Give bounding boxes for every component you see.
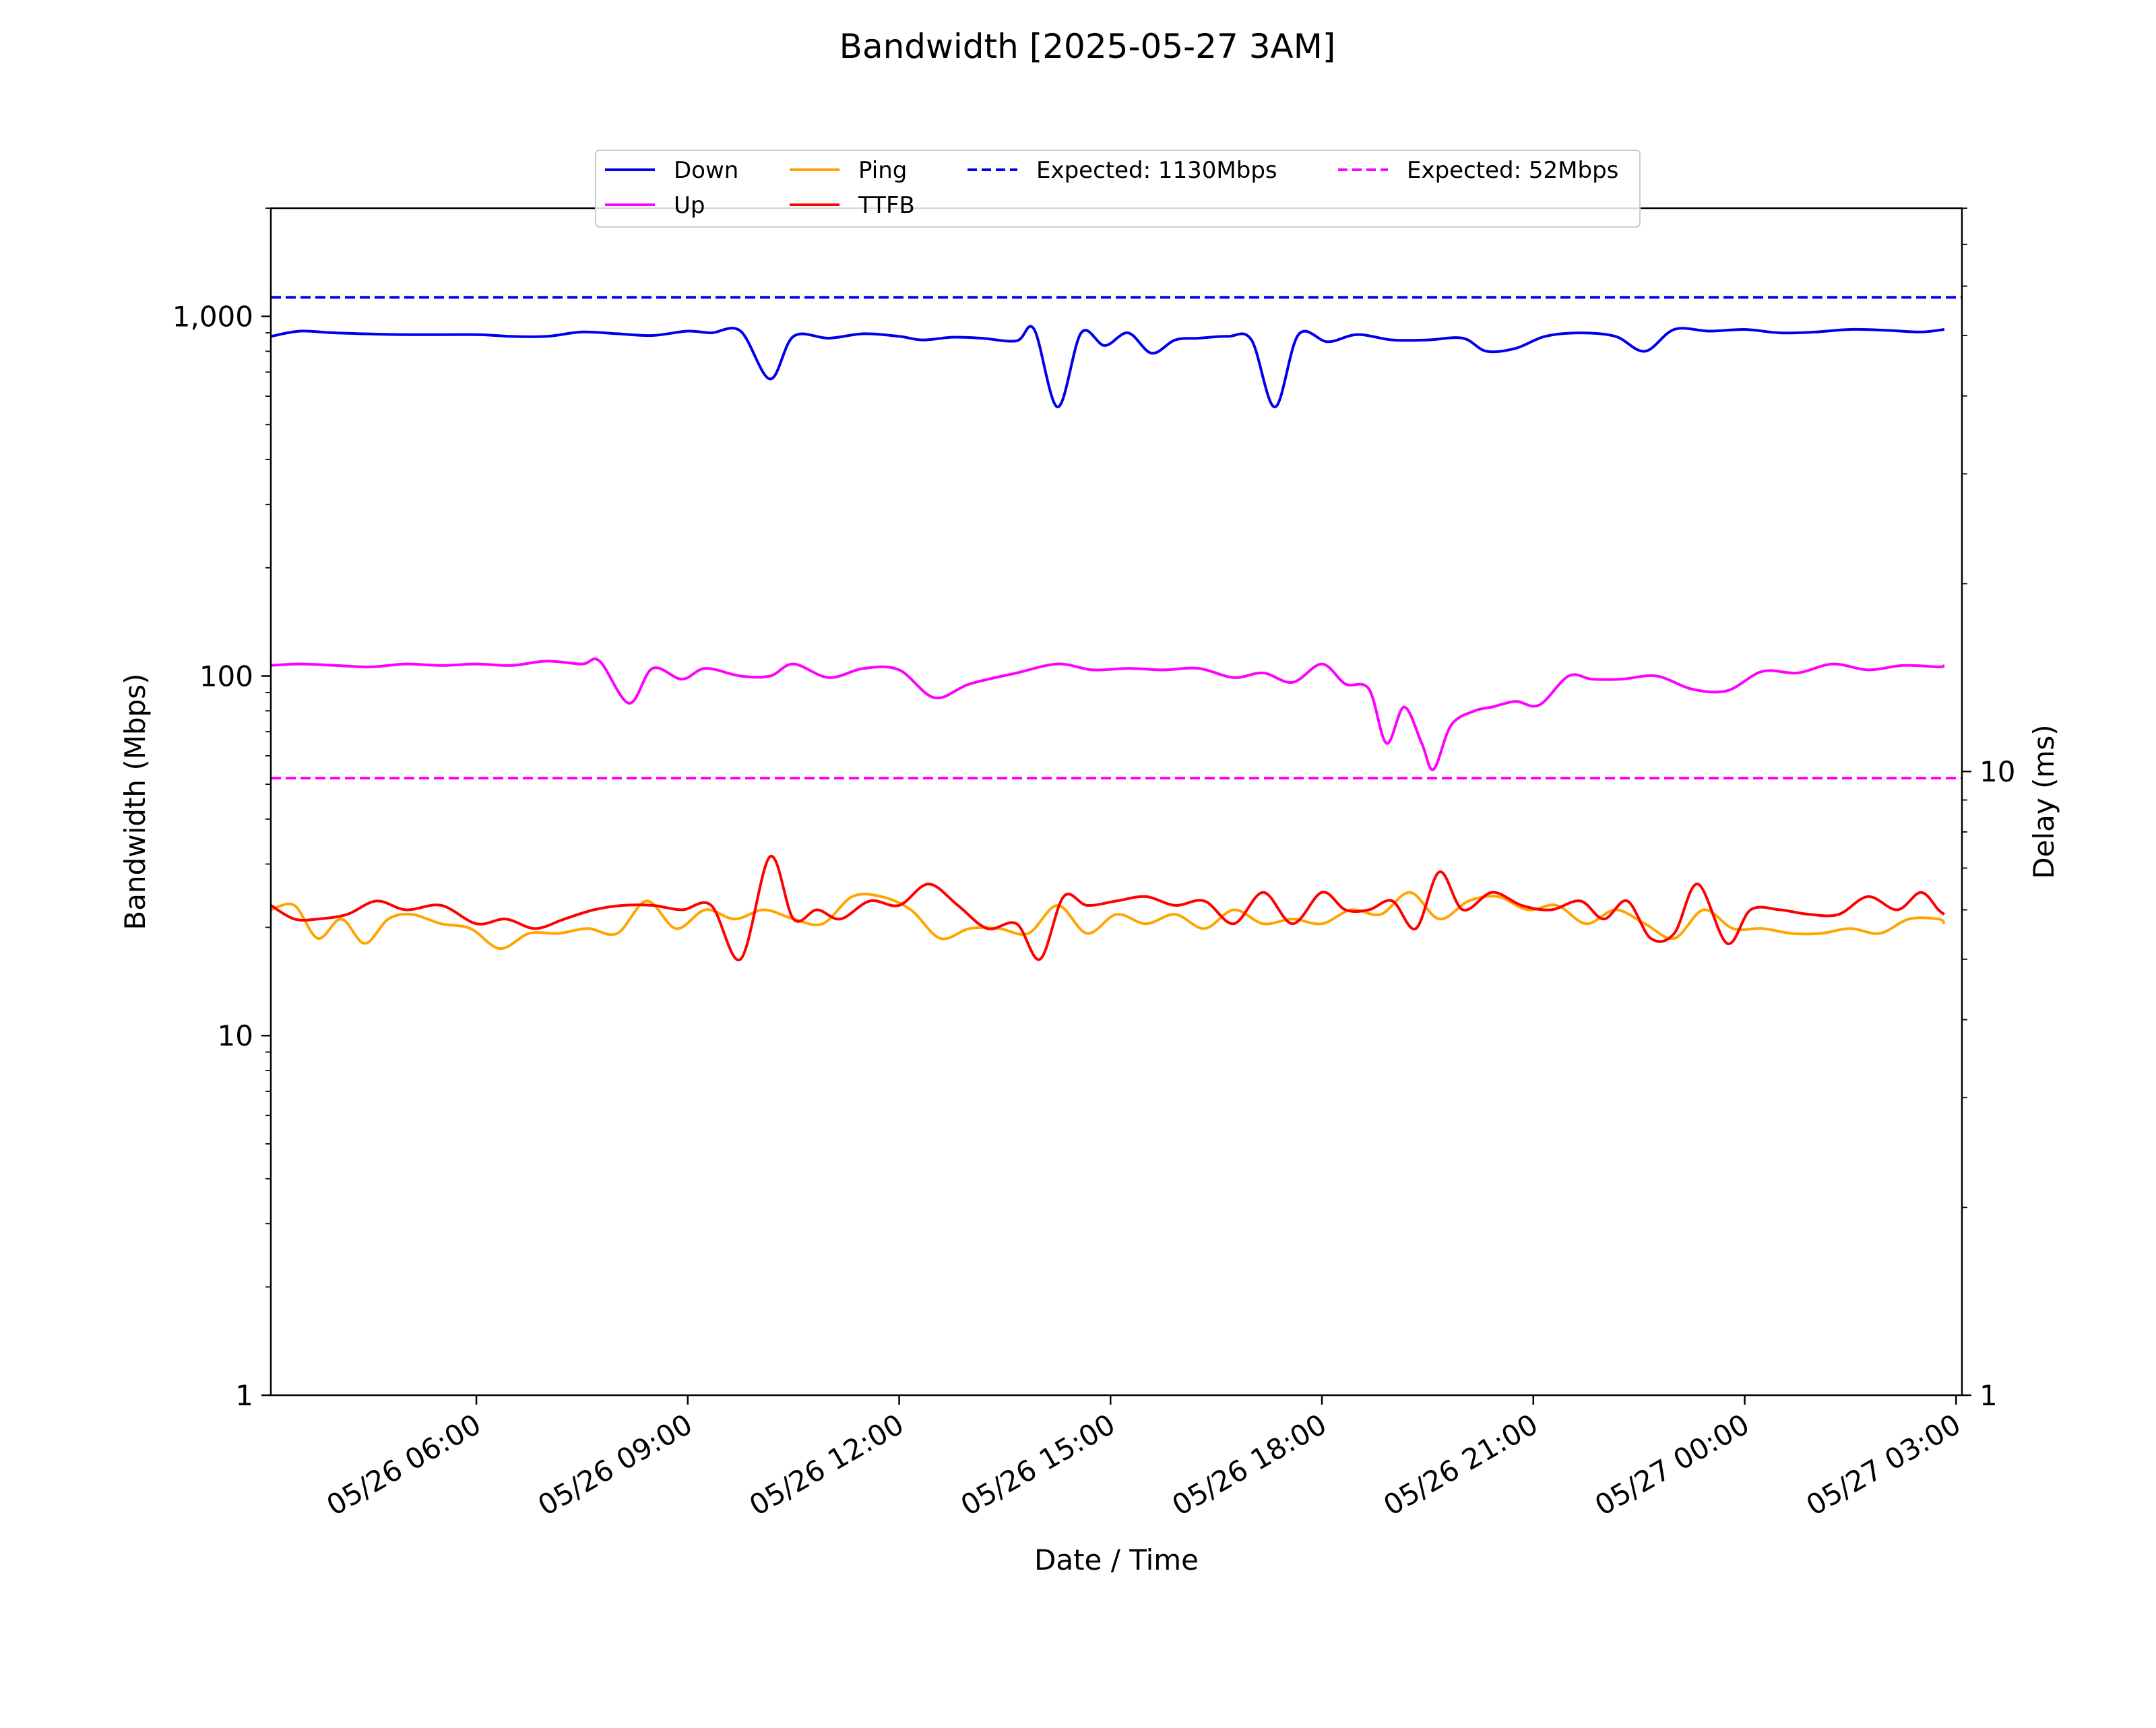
y-axis-left-ticks: 1 10 100 1,000 xyxy=(172,207,271,1412)
y-right-tick-label: 1 xyxy=(1979,1379,1998,1412)
x-tick-label: 05/26 15:00 xyxy=(955,1407,1121,1522)
x-axis-label: Date / Time xyxy=(1034,1543,1199,1576)
plot-area-frame xyxy=(270,207,1963,1397)
legend-label-ttfb: TTFB xyxy=(858,192,915,219)
chart-title: Bandwidth [2025-05-27 3AM] xyxy=(839,27,1336,66)
x-tick-label: 05/27 03:00 xyxy=(1801,1407,1967,1522)
x-tick-label: 05/26 12:00 xyxy=(744,1407,910,1522)
legend-label-ping: Ping xyxy=(858,157,907,184)
y-right-tick-label: 10 xyxy=(1979,755,2015,788)
legend: Down Up Ping TTFB Expected: 1130Mbps Expected… xyxy=(595,150,1641,228)
x-tick-label: 05/26 06:00 xyxy=(321,1407,486,1522)
y-left-tick-label: 1 xyxy=(235,1379,253,1412)
y-axis-right-label: Delay (ms) xyxy=(2027,724,2060,878)
series-line-ttfb xyxy=(270,855,1946,961)
x-tick-label: 05/26 21:00 xyxy=(1378,1407,1544,1522)
x-tick-label: 05/26 18:00 xyxy=(1166,1407,1332,1522)
legend-label-up: Up xyxy=(674,192,705,219)
data-series xyxy=(270,325,1946,961)
legend-label-down: Down xyxy=(674,157,738,184)
legend-box xyxy=(595,150,1641,228)
legend-label-expected-52mbps: Expected: 52Mbps xyxy=(1407,157,1618,184)
y-axis-left-label: Bandwidth (Mbps) xyxy=(119,673,152,930)
reference-lines xyxy=(271,296,1962,780)
series-line-ping xyxy=(270,891,1946,951)
x-axis-ticks: 05/26 06:00 05/26 09:00 05/26 12:00 05/26 1… xyxy=(321,1395,1966,1522)
y-left-tick-label: 10 xyxy=(218,1019,253,1052)
legend-label-expected-1130mbps: Expected: 1130Mbps xyxy=(1036,157,1277,184)
x-tick-label: 05/27 00:00 xyxy=(1589,1407,1755,1522)
y-left-tick-label: 1,000 xyxy=(172,300,253,333)
series-line-up xyxy=(270,657,1946,771)
x-tick-label: 05/26 09:00 xyxy=(532,1407,698,1522)
y-axis-right-ticks: 1 10 xyxy=(1962,207,2015,1412)
series-line-down xyxy=(270,325,1945,409)
y-left-tick-label: 100 xyxy=(199,660,253,693)
